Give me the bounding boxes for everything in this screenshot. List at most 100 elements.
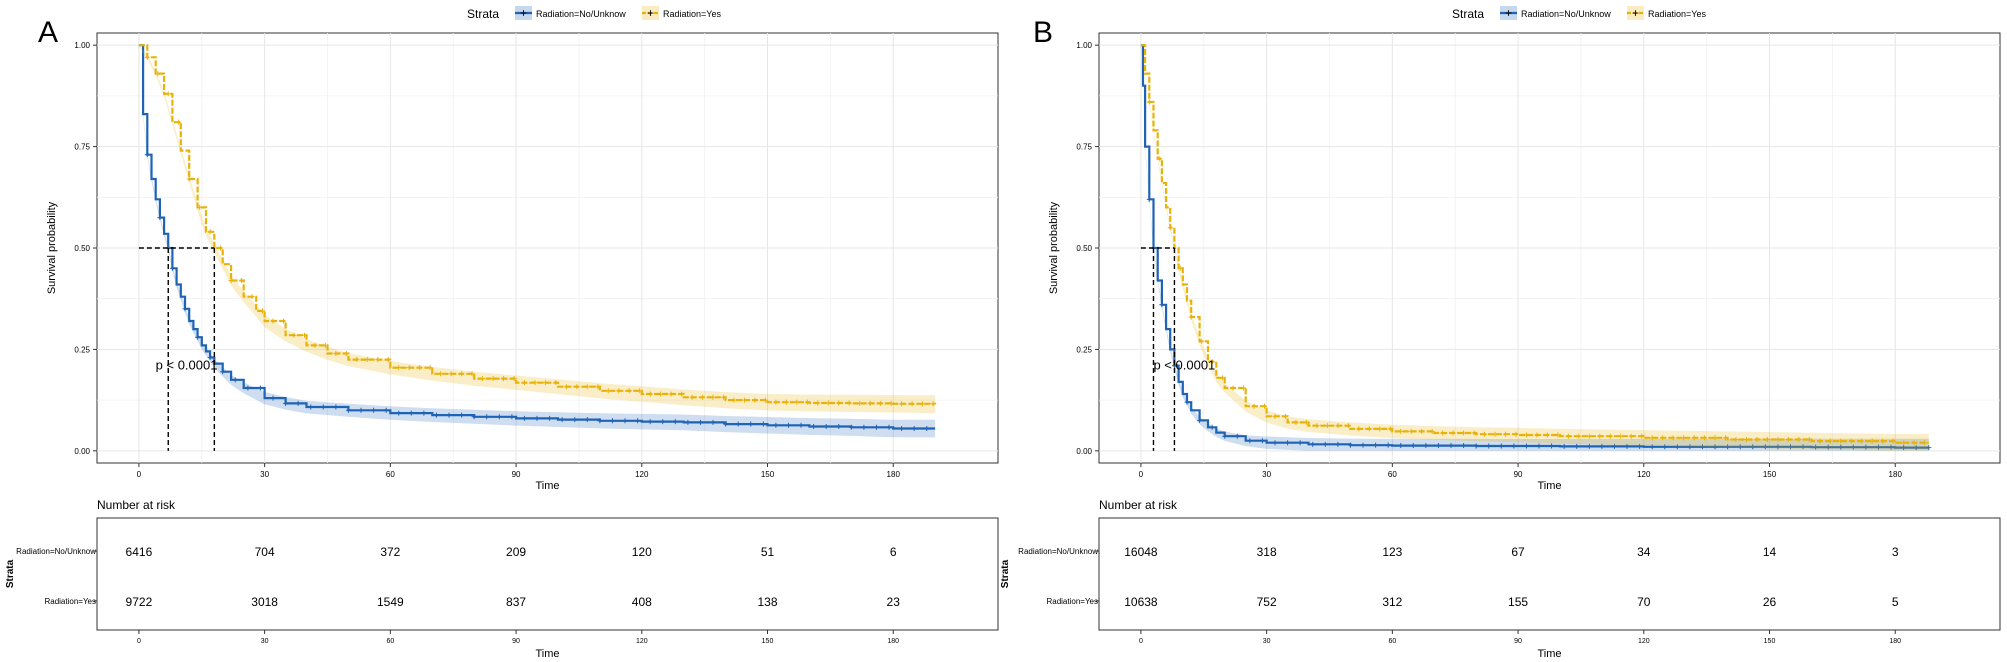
censor-mark: [1450, 430, 1456, 436]
censor-mark: [1324, 423, 1330, 429]
median-lines: [1140, 247, 1176, 451]
censor-mark: [1159, 302, 1165, 308]
censor-mark: [521, 380, 527, 386]
censor-mark: [1890, 438, 1896, 444]
censor-mark: [1511, 443, 1517, 449]
censor-mark: [595, 384, 601, 390]
censor-mark: [825, 400, 831, 406]
censor-mark: [343, 350, 349, 356]
x-tick-label: 150: [1763, 470, 1777, 479]
censor-mark: [1628, 433, 1634, 439]
censor-mark: [1813, 444, 1819, 450]
censor-mark: [616, 388, 622, 394]
censor-mark: [1754, 436, 1760, 442]
risk-row-label: Radiation=No/Unknow: [16, 547, 96, 556]
panel-label: A: [38, 16, 58, 49]
censor-mark: [1297, 440, 1303, 446]
censor-mark: [1423, 443, 1429, 449]
censor-mark: [371, 407, 377, 413]
censor-mark: [480, 376, 486, 382]
censor-mark: [1762, 444, 1768, 450]
censor-mark: [1461, 443, 1467, 449]
risk-y-axis-label: Strata: [1000, 559, 1011, 588]
censor-mark: [1247, 438, 1253, 444]
risk-x-tick-label: 90: [512, 638, 520, 645]
censor-mark: [563, 384, 569, 390]
censor-mark: [375, 357, 381, 363]
censor-mark: [878, 400, 884, 406]
censor-mark: [635, 418, 641, 424]
censor-mark: [364, 357, 370, 363]
censor-mark: [700, 394, 706, 400]
censor-mark: [1272, 440, 1278, 446]
risk-count: 408: [632, 595, 652, 609]
censor-mark: [861, 424, 867, 430]
censor-mark: [197, 204, 203, 210]
censor-mark: [911, 426, 917, 432]
censor-mark: [857, 400, 863, 406]
censor-mark: [1408, 428, 1414, 434]
risk-count: 372: [380, 545, 400, 559]
x-tick-label: 60: [1388, 470, 1397, 479]
censor-mark: [899, 401, 905, 407]
censor-mark: [597, 418, 603, 424]
censor-mark: [1285, 440, 1291, 446]
risk-count: 14: [1763, 545, 1777, 559]
censor-mark: [622, 418, 628, 424]
y-tick-label: 0.25: [74, 345, 90, 354]
censor-mark: [873, 424, 879, 430]
censor-mark: [836, 423, 842, 429]
censor-mark: [1419, 428, 1425, 434]
censor-mark: [773, 399, 779, 405]
censor-mark: [1624, 443, 1630, 449]
risk-count: 51: [761, 545, 775, 559]
censor-mark: [773, 422, 779, 428]
censor-mark: [1586, 443, 1592, 449]
y-tick-label: 0.50: [1076, 244, 1092, 253]
censor-mark: [220, 369, 226, 375]
censor-mark: [1911, 440, 1917, 446]
censor-mark: [1234, 433, 1240, 439]
censor-mark: [1492, 431, 1498, 437]
censor-mark: [301, 332, 307, 338]
risk-count: 3: [1892, 545, 1899, 559]
censor-mark: [308, 404, 314, 410]
x-tick-label: 120: [1637, 470, 1651, 479]
risk-count: 23: [887, 595, 901, 609]
censor-mark: [1146, 196, 1152, 202]
censor-mark: [1373, 442, 1379, 448]
censor-mark: [1523, 443, 1529, 449]
censor-mark: [532, 380, 538, 386]
x-tick-label: 180: [887, 470, 901, 479]
censor-mark: [1712, 444, 1718, 450]
legend: Strata + Radiation=No/Unknow + Radiation=Yes: [467, 6, 721, 21]
risk-count: 67: [1511, 545, 1525, 559]
censor-mark: [446, 412, 452, 418]
legend-censor-icon: +: [520, 6, 527, 20]
censor-mark: [1184, 399, 1190, 405]
censor-mark: [1888, 444, 1894, 450]
risk-count: 138: [757, 595, 777, 609]
censor-mark: [1387, 426, 1393, 432]
censor-mark: [249, 294, 255, 300]
censor-mark: [574, 384, 580, 390]
risk-count: 752: [1257, 595, 1277, 609]
censor-mark: [333, 350, 339, 356]
censor-mark: [1838, 444, 1844, 450]
censor-mark: [909, 401, 915, 407]
censor-mark: [626, 388, 632, 394]
censor-mark: [1586, 433, 1592, 439]
censor-mark: [438, 371, 444, 377]
censor-mark: [406, 365, 412, 371]
censor-mark: [1875, 444, 1881, 450]
censor-mark: [534, 415, 540, 421]
censor-mark: [658, 391, 664, 397]
censor-mark: [1775, 436, 1781, 442]
censor-mark: [930, 401, 936, 407]
risk-y-axis-label: Strata: [5, 559, 16, 588]
censor-mark: [1922, 440, 1928, 446]
censor-mark: [182, 306, 188, 312]
x-tick-label: 30: [1262, 470, 1271, 479]
censor-mark: [1335, 423, 1341, 429]
censor-mark: [320, 404, 326, 410]
